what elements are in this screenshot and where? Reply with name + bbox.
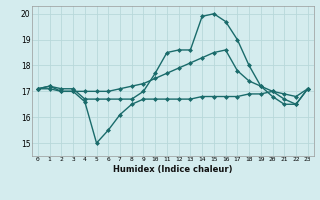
X-axis label: Humidex (Indice chaleur): Humidex (Indice chaleur): [113, 165, 233, 174]
